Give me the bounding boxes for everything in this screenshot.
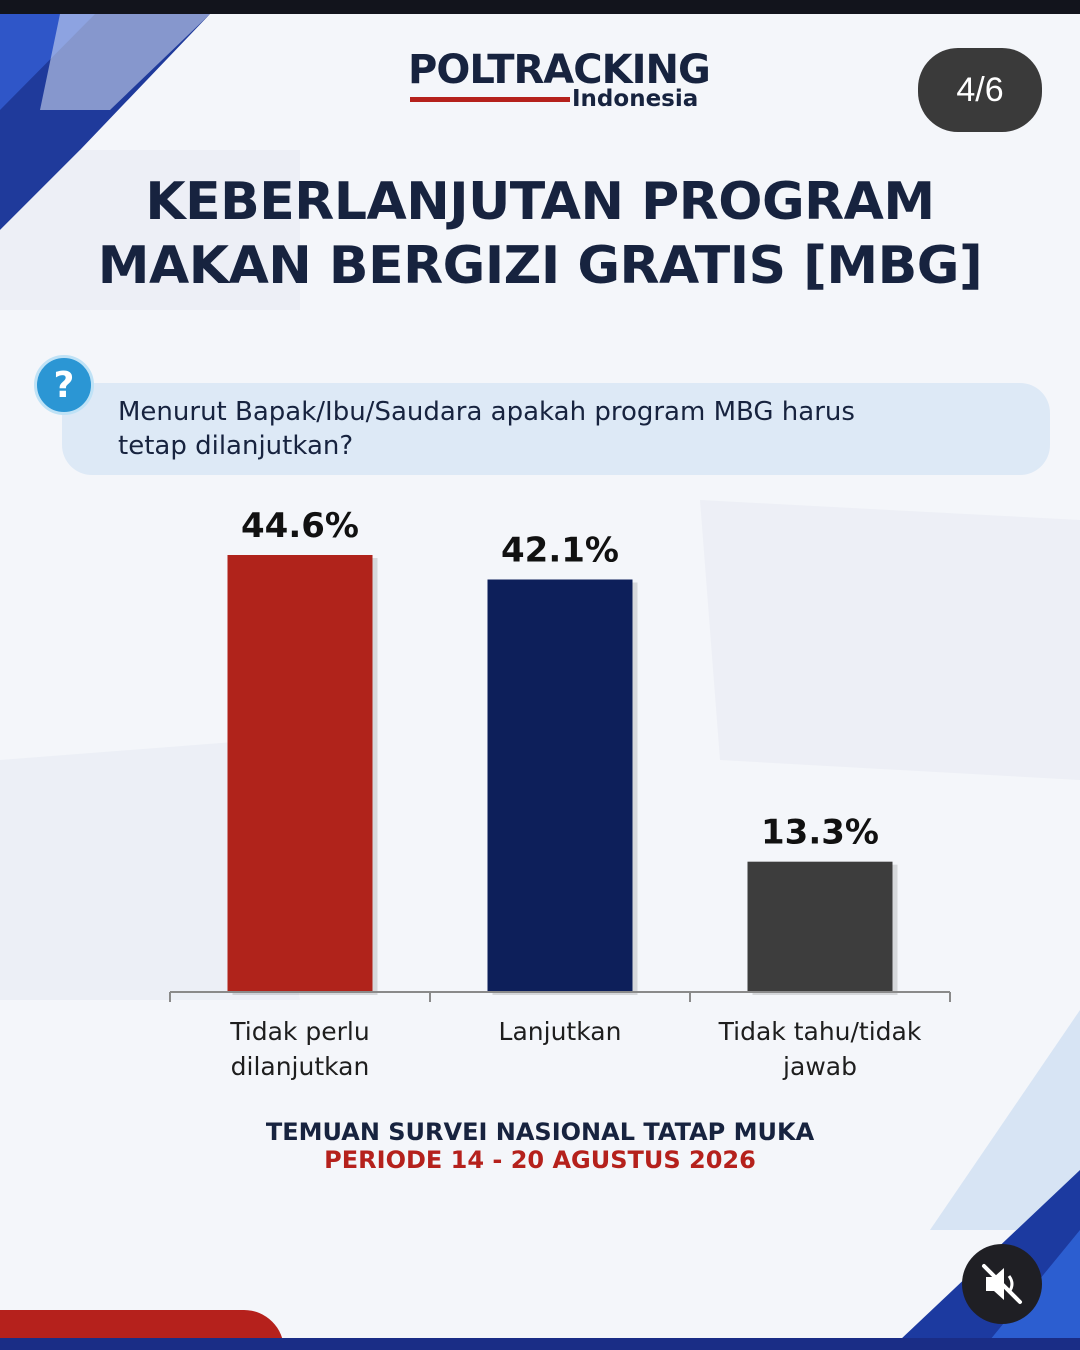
category-label-3: jawab — [782, 1052, 857, 1081]
logo-underline — [410, 97, 570, 102]
page-indicator: 4/6 — [918, 48, 1042, 132]
title-line-1: KEBERLANJUTAN PROGRAM — [145, 172, 935, 232]
value-label-2: 42.1% — [501, 530, 619, 570]
page-title: KEBERLANJUTAN PROGRAM MAKAN BERGIZI GRAT… — [40, 170, 1040, 298]
question-line-2: tetap dilanjutkan? — [118, 431, 354, 461]
value-label-3: 13.3% — [761, 813, 879, 853]
category-label-1: Tidak perlu — [229, 1017, 369, 1046]
mute-button[interactable] — [962, 1244, 1042, 1324]
footer-period-label: PERIODE 14 - 20 AGUSTUS 2026 — [324, 1146, 756, 1174]
right-pale-shape — [700, 500, 1080, 780]
title-line-2: MAKAN BERGIZI GRATIS [MBG] — [97, 236, 983, 296]
left-pale-shape — [0, 150, 300, 310]
bottom-blue-bar — [0, 1338, 1080, 1350]
logo-wordmark: POLTRACKING — [408, 47, 711, 93]
question-box — [62, 383, 1050, 475]
question-text: Menurut Bapak/Ibu/Saudara apakah program… — [118, 395, 1018, 463]
bar-1 — [227, 555, 373, 992]
logo-subtitle: Indonesia — [572, 86, 699, 112]
top-left-lines — [40, 14, 210, 110]
question-line-1: Menurut Bapak/Ibu/Saudara apakah program… — [118, 397, 855, 427]
top-strip — [0, 0, 1080, 14]
bar-2 — [487, 579, 633, 992]
speaker-muted-icon — [982, 1264, 1022, 1304]
bottom-right-light-shape — [930, 1010, 1080, 1230]
footer-survey-label: TEMUAN SURVEI NASIONAL TATAP MUKA — [265, 1118, 815, 1146]
question-mark-icon: ? — [34, 355, 94, 415]
category-label-2: Lanjutkan — [499, 1017, 622, 1046]
bar-chart: 44.6% Tidak perlu dilanjutkan 42.1% Lanjutka… — [169, 506, 951, 1081]
category-label-3: Tidak tahu/tidak — [718, 1017, 922, 1046]
value-label-1: 44.6% — [241, 506, 359, 546]
category-label-1: dilanjutkan — [231, 1052, 370, 1081]
left-lower-pale-shape — [0, 740, 300, 1000]
bar-3 — [747, 861, 893, 992]
brand-logo: POLTRACKING Indonesia — [0, 44, 1080, 124]
